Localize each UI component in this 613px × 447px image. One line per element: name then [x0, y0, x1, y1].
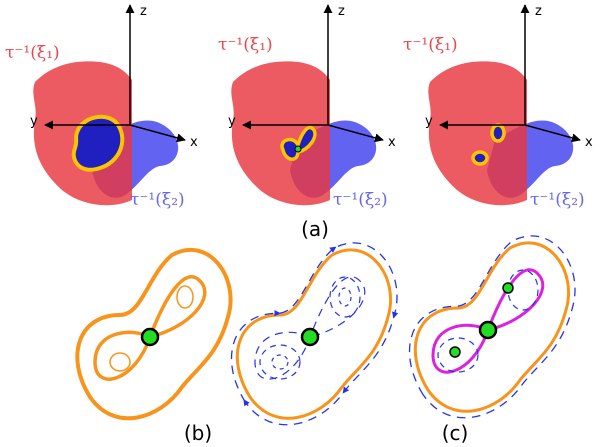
panel-a2: z y x τ⁻¹(ξ₁) τ⁻¹(ξ₂) [218, 4, 396, 210]
extremum [450, 347, 460, 357]
level-set [492, 125, 504, 141]
flow [260, 345, 300, 379]
axis-label: x [190, 135, 198, 150]
surface-label: τ⁻¹(ξ₁) [218, 35, 273, 55]
axis-label: z [140, 4, 147, 19]
flow [272, 355, 288, 369]
surface-label: τ⁻¹(ξ₂) [130, 190, 185, 210]
vector-field-plot [410, 236, 576, 418]
saddle-point [302, 329, 318, 345]
contour [177, 286, 193, 308]
caption: (c) [442, 421, 469, 445]
flow [339, 288, 351, 306]
axis-label: z [535, 4, 542, 19]
surface-label: τ⁻¹(ξ₁) [403, 35, 458, 55]
panel-a3: z y x τ⁻¹(ξ₁) τ⁻¹(ξ₂) [403, 4, 593, 210]
surface-red [428, 61, 527, 205]
saddle-point [295, 146, 301, 152]
caption: (b) [184, 421, 212, 445]
axis-label: z [338, 4, 345, 19]
level-set [473, 152, 487, 164]
contour-plot [77, 250, 230, 418]
axis-label: y [30, 114, 38, 129]
caption: (a) [301, 217, 329, 241]
flow [330, 277, 360, 317]
vector-field-plot [232, 243, 398, 425]
contour [110, 353, 130, 371]
surface-label: τ⁻¹(ξ₂) [530, 190, 585, 210]
surface-label: τ⁻¹(ξ₁) [5, 43, 60, 63]
axis-label: x [388, 135, 396, 150]
axis-label: y [425, 114, 433, 129]
axis-label: y [228, 114, 236, 129]
axis-label: x [585, 135, 593, 150]
extremum [503, 283, 513, 293]
panel-a1: z y x τ⁻¹(ξ₁) τ⁻¹(ξ₂) [5, 4, 198, 210]
surface-label: τ⁻¹(ξ₂) [333, 190, 388, 210]
saddle-point [142, 329, 158, 345]
saddle-point [480, 322, 496, 338]
figure: z y x τ⁻¹(ξ₁) τ⁻¹(ξ₂) z y x τ⁻¹(ξ₁) τ⁻¹(… [0, 0, 613, 447]
